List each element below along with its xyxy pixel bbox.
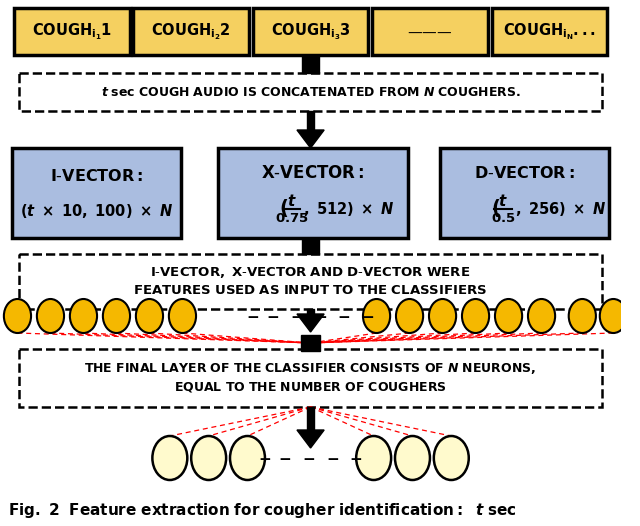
Text: $\bf{COUGH}_{i_1}\bf{1}$: $\bf{COUGH}_{i_1}\bf{1}$ <box>32 21 112 42</box>
Bar <box>218 148 408 238</box>
Ellipse shape <box>396 299 423 333</box>
Text: $\bf{(}$: $\bf{(}$ <box>279 197 289 219</box>
Bar <box>19 73 602 111</box>
Text: $\bf{0.75}$: $\bf{0.75}$ <box>275 211 308 225</box>
Text: $\bf{,\ 512)\ \times\ }$$\bfit{N}$: $\bf{,\ 512)\ \times\ }$$\bfit{N}$ <box>303 200 395 218</box>
Text: $\bf{-\ -\ -\ -\ -\ -}$: $\bf{-\ -\ -\ -\ -\ -}$ <box>246 309 375 323</box>
Bar <box>14 8 129 55</box>
Ellipse shape <box>429 299 456 333</box>
Text: $\bf{COUGH}_{i_3}\bf{3}$: $\bf{COUGH}_{i_3}\bf{3}$ <box>271 21 351 42</box>
Text: $\bf{I\text{-}VECTOR,\ X\text{-}VECTOR\ AND\ D\text{-}VECTOR\ WERE}$: $\bf{I\text{-}VECTOR,\ X\text{-}VECTOR\ … <box>150 265 470 279</box>
Bar <box>253 8 368 55</box>
Bar <box>19 349 602 407</box>
Bar <box>440 148 609 238</box>
Text: $\bf{FEATURES\ USED\ AS\ INPUT\ TO\ THE\ CLASSIFIERS}$: $\bf{FEATURES\ USED\ AS\ INPUT\ TO\ THE\… <box>134 285 488 298</box>
Polygon shape <box>297 430 324 448</box>
Text: $\bf{COUGH}_{i_N}\bf{...}$: $\bf{COUGH}_{i_N}\bf{...}$ <box>503 21 596 42</box>
Ellipse shape <box>569 299 596 333</box>
Ellipse shape <box>103 299 130 333</box>
Ellipse shape <box>230 436 265 480</box>
Ellipse shape <box>395 436 430 480</box>
Text: $\bf{— — —}$: $\bf{— — —}$ <box>407 24 452 39</box>
Text: $\bfit{t}$: $\bfit{t}$ <box>287 193 296 209</box>
Text: $\bf{THE\ FINAL\ LAYER\ OF\ THE\ CLASSIFIER\ CONSISTS\ OF\ }$$\bfit{N}$$\bf{\ NE: $\bf{THE\ FINAL\ LAYER\ OF\ THE\ CLASSIF… <box>84 360 537 376</box>
Ellipse shape <box>528 299 555 333</box>
Text: $\bf{I\text{-}VECTOR:}$: $\bf{I\text{-}VECTOR:}$ <box>50 168 143 184</box>
Ellipse shape <box>70 299 97 333</box>
Ellipse shape <box>600 299 627 333</box>
Bar <box>307 407 314 430</box>
Text: $\bf{D\text{-}VECTOR:}$: $\bf{D\text{-}VECTOR:}$ <box>474 165 575 181</box>
Polygon shape <box>297 314 324 332</box>
Ellipse shape <box>462 299 489 333</box>
Text: $\bf{,\ 256)\ \times\ }$$\bfit{N}$: $\bf{,\ 256)\ \times\ }$$\bfit{N}$ <box>515 200 607 218</box>
Bar <box>19 254 602 309</box>
Text: $\bf{(}$: $\bf{(}$ <box>491 197 500 219</box>
Polygon shape <box>297 130 324 148</box>
Text: $\bf{COUGH}_{i_2}\bf{2}$: $\bf{COUGH}_{i_2}\bf{2}$ <box>151 21 231 42</box>
Text: $\bf{0.5}$: $\bf{0.5}$ <box>491 211 515 225</box>
Ellipse shape <box>363 299 390 333</box>
Ellipse shape <box>136 299 163 333</box>
Bar <box>307 111 314 130</box>
Bar <box>307 309 314 314</box>
Text: $\bf{X\text{-}VECTOR:}$: $\bf{X\text{-}VECTOR:}$ <box>261 164 365 182</box>
Ellipse shape <box>434 436 468 480</box>
Bar <box>302 55 319 73</box>
Text: $\bfit{t}$ $\bf{sec}$ $\bf{COUGH\ AUDIO\ IS\ CONCATENATED\ FROM}$ $\bfit{N}$ $\b: $\bfit{t}$ $\bf{sec}$ $\bf{COUGH\ AUDIO\… <box>100 86 520 98</box>
Bar <box>302 238 319 254</box>
Text: $\bf{Fig.\ 2\ \ Feature\ extraction\ for\ cougher\ identification:}$  $\bfit{t}$: $\bf{Fig.\ 2\ \ Feature\ extraction\ for… <box>8 501 516 520</box>
Text: $\mathbf{(}$$\bfit{t}$$\mathbf{\ \times\ 10,\ 100)\ \times\ }$$\bfit{N}$: $\mathbf{(}$$\bfit{t}$$\mathbf{\ \times\… <box>20 202 173 220</box>
Bar <box>372 8 488 55</box>
Ellipse shape <box>37 299 64 333</box>
Ellipse shape <box>169 299 196 333</box>
Text: $\bf{EQUAL\ TO\ THE\ NUMBER\ OF\ COUGHERS}$: $\bf{EQUAL\ TO\ THE\ NUMBER\ OF\ COUGHER… <box>174 380 447 394</box>
Ellipse shape <box>152 436 188 480</box>
Ellipse shape <box>356 436 391 480</box>
Text: $\bf{-\ -\ -\ -\ -}$: $\bf{-\ -\ -\ -\ -}$ <box>258 450 363 466</box>
Bar <box>12 148 182 238</box>
Ellipse shape <box>4 299 31 333</box>
Ellipse shape <box>495 299 522 333</box>
Ellipse shape <box>191 436 226 480</box>
Bar <box>134 8 249 55</box>
Bar <box>301 335 320 351</box>
Text: $\bfit{t}$: $\bfit{t}$ <box>499 193 508 209</box>
Bar <box>492 8 607 55</box>
